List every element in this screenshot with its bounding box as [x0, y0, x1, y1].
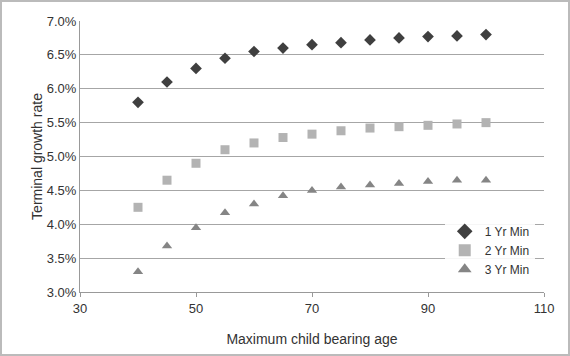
svg-text:6.5%: 6.5% [47, 47, 77, 62]
svg-text:Terminal growth rate: Terminal growth rate [29, 93, 45, 220]
svg-text:50: 50 [189, 301, 203, 316]
svg-text:3.5%: 3.5% [47, 251, 77, 266]
svg-text:2 Yr Min: 2 Yr Min [485, 244, 529, 258]
svg-text:4.0%: 4.0% [47, 217, 77, 232]
svg-text:110: 110 [534, 301, 555, 316]
svg-text:Maximum child bearing age: Maximum child bearing age [226, 331, 397, 347]
svg-text:1 Yr Min: 1 Yr Min [485, 225, 529, 239]
svg-text:3.0%: 3.0% [47, 285, 77, 300]
svg-text:4.5%: 4.5% [47, 183, 77, 198]
svg-text:30: 30 [73, 301, 87, 316]
svg-text:90: 90 [421, 301, 435, 316]
svg-text:6.0%: 6.0% [47, 81, 77, 96]
svg-text:3 Yr Min: 3 Yr Min [485, 263, 529, 277]
svg-text:70: 70 [305, 301, 319, 316]
svg-text:5.5%: 5.5% [47, 115, 77, 130]
svg-text:5.0%: 5.0% [47, 149, 77, 164]
svg-text:7.0%: 7.0% [47, 14, 77, 29]
